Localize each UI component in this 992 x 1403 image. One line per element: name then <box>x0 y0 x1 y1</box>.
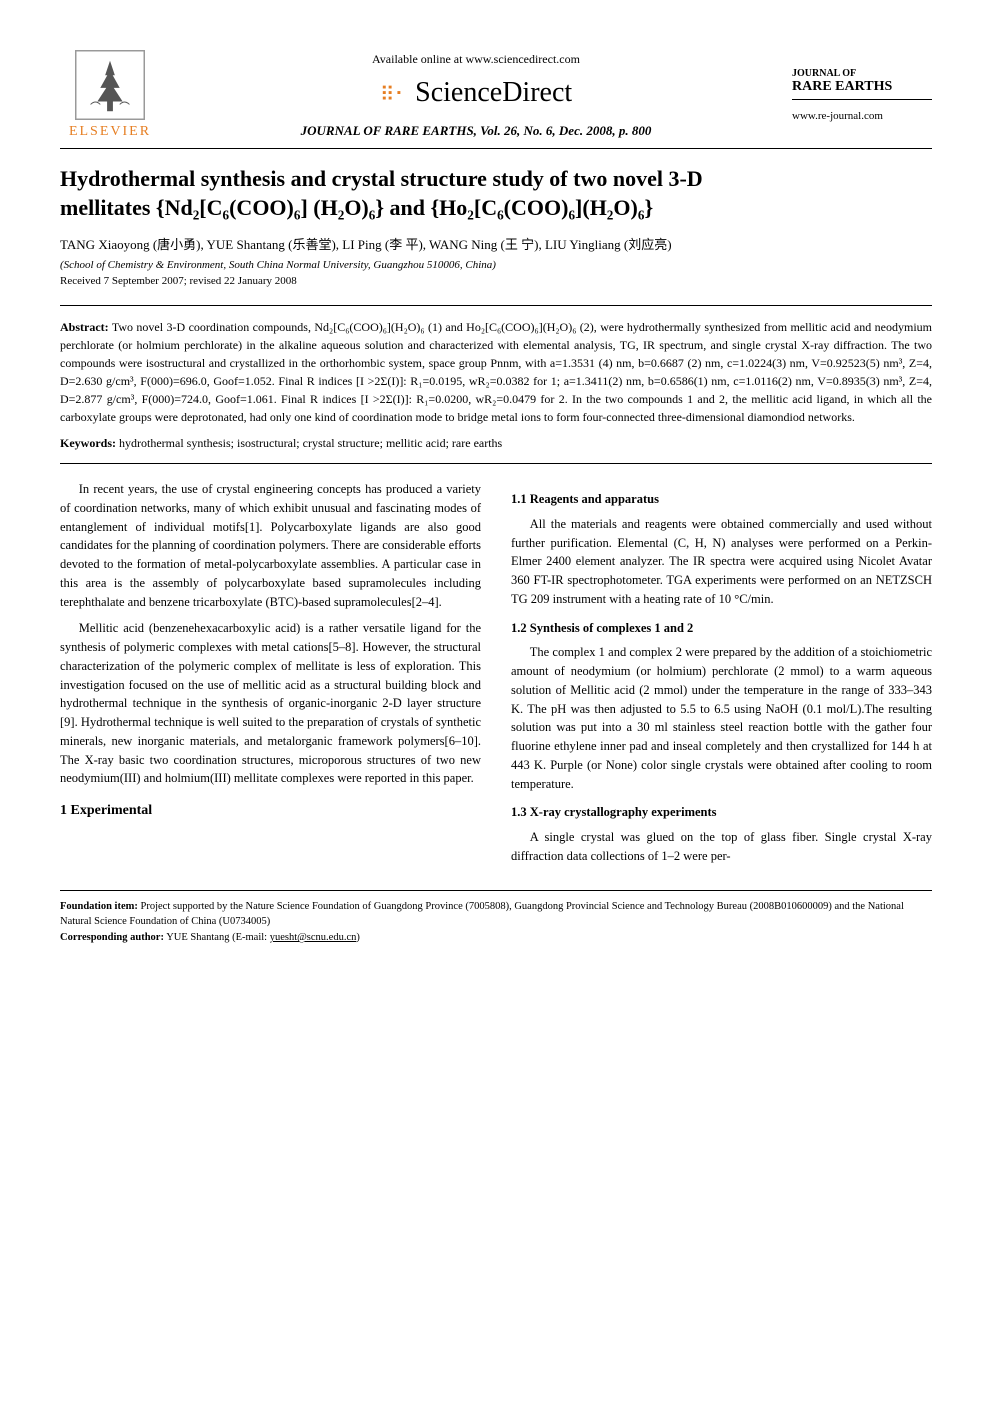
elsevier-logo: ELSEVIER <box>60 50 160 140</box>
center-header: Available online at www.sciencedirect.co… <box>160 52 792 139</box>
keywords: Keywords: hydrothermal synthesis; isostr… <box>60 436 932 451</box>
sciencedirect-text: ScienceDirect <box>415 77 572 108</box>
section-1-3-heading: 1.3 X-ray crystallography experiments <box>511 803 932 822</box>
section-1-1-text: All the materials and reagents were obta… <box>511 515 932 609</box>
journal-of-label: JOURNAL OF <box>792 68 932 79</box>
header-divider <box>60 148 932 149</box>
authors: TANG Xiaoyong (唐小勇), YUE Shantang (乐善堂),… <box>60 234 932 253</box>
section-1-2-text: The complex 1 and complex 2 were prepare… <box>511 643 932 793</box>
header-row: ELSEVIER Available online at www.science… <box>60 50 932 140</box>
right-header: JOURNAL OF RARE EARTHS www.re-journal.co… <box>792 68 932 122</box>
foundation-item: Foundation item: Project supported by th… <box>60 899 932 931</box>
corr-text: YUE Shantang (E-mail: <box>164 932 270 943</box>
keywords-label: Keywords: <box>60 436 116 450</box>
foundation-text: Project supported by the Nature Science … <box>60 901 904 928</box>
abstract-label: Abstract: <box>60 320 109 334</box>
corresponding-author: Corresponding author: YUE Shantang (E-ma… <box>60 930 932 946</box>
corr-email[interactable]: yuesht@scnu.edu.cn <box>270 932 357 943</box>
affiliation: (School of Chemistry & Environment, Sout… <box>60 259 932 271</box>
received-date: Received 7 September 2007; revised 22 Ja… <box>60 275 932 287</box>
section-1-3-text: A single crystal was glued on the top of… <box>511 828 932 866</box>
section-1-heading: 1 Experimental <box>60 800 481 821</box>
abstract-text: Abstract: Two novel 3-D coordination com… <box>60 318 932 426</box>
right-column: 1.1 Reagents and apparatus All the mater… <box>511 480 932 874</box>
abstract-body: Two novel 3-D coordination compounds, Nd… <box>60 320 932 424</box>
section-1-2-heading: 1.2 Synthesis of complexes 1 and 2 <box>511 619 932 638</box>
foundation-label: Foundation item: <box>60 901 138 912</box>
section-1-1-heading: 1.1 Reagents and apparatus <box>511 490 932 509</box>
sciencedirect-logo: ⠿⠂ ScienceDirect <box>180 77 772 109</box>
intro-paragraph-2: Mellitic acid (benzenehexacarboxylic aci… <box>60 619 481 788</box>
abstract-box: Abstract: Two novel 3-D coordination com… <box>60 305 932 464</box>
title-line2: mellitates {Nd₂[C₆(COO)₆] (H₂O)₆} and {H… <box>60 195 653 220</box>
left-column: In recent years, the use of crystal engi… <box>60 480 481 874</box>
available-online-text: Available online at www.sciencedirect.co… <box>180 52 772 67</box>
article-title: Hydrothermal synthesis and crystal struc… <box>60 165 932 222</box>
intro-paragraph-1: In recent years, the use of crystal engi… <box>60 480 481 611</box>
sciencedirect-dots-icon: ⠿⠂ <box>380 84 409 106</box>
elsevier-tree-icon <box>75 50 145 120</box>
corr-label: Corresponding author: <box>60 932 164 943</box>
journal-url: www.re-journal.com <box>792 110 932 122</box>
footer: Foundation item: Project supported by th… <box>60 890 932 946</box>
keywords-body: hydrothermal synthesis; isostructural; c… <box>116 436 502 450</box>
corr-close: ) <box>356 932 360 943</box>
elsevier-text: ELSEVIER <box>69 124 151 140</box>
journal-citation: JOURNAL OF RARE EARTHS, Vol. 26, No. 6, … <box>180 123 772 139</box>
rare-earths-label: RARE EARTHS <box>792 79 932 100</box>
title-line1: Hydrothermal synthesis and crystal struc… <box>60 166 703 191</box>
two-column-body: In recent years, the use of crystal engi… <box>60 480 932 874</box>
